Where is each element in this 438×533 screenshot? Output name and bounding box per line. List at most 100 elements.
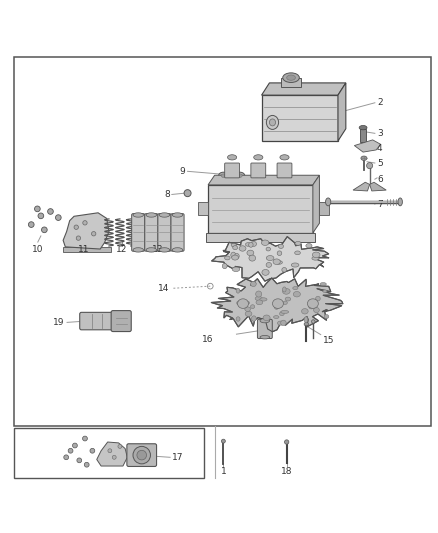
Text: 5: 5 (377, 158, 383, 167)
Ellipse shape (277, 321, 284, 325)
Ellipse shape (231, 252, 236, 258)
Ellipse shape (84, 462, 89, 467)
Ellipse shape (280, 155, 289, 160)
Ellipse shape (398, 198, 403, 206)
Ellipse shape (260, 335, 270, 339)
Polygon shape (97, 442, 127, 466)
Ellipse shape (266, 247, 271, 251)
Ellipse shape (76, 236, 81, 240)
Text: 17: 17 (172, 453, 184, 462)
Bar (63, 247, 111, 252)
Ellipse shape (92, 231, 96, 236)
Ellipse shape (245, 243, 251, 246)
FancyBboxPatch shape (261, 95, 338, 141)
Ellipse shape (64, 455, 69, 459)
FancyBboxPatch shape (258, 319, 272, 338)
Text: 7: 7 (377, 199, 383, 208)
Ellipse shape (359, 125, 367, 130)
Ellipse shape (295, 241, 301, 245)
Ellipse shape (320, 282, 326, 286)
Ellipse shape (231, 243, 236, 247)
Ellipse shape (304, 317, 308, 322)
Ellipse shape (266, 116, 279, 130)
Ellipse shape (285, 297, 291, 301)
Ellipse shape (256, 300, 263, 305)
Ellipse shape (56, 215, 61, 221)
Ellipse shape (367, 163, 373, 169)
FancyBboxPatch shape (171, 214, 184, 251)
Ellipse shape (325, 198, 331, 206)
FancyBboxPatch shape (145, 214, 158, 251)
Ellipse shape (361, 156, 367, 160)
Bar (360, 128, 366, 142)
Ellipse shape (281, 310, 289, 313)
FancyBboxPatch shape (111, 311, 131, 332)
Ellipse shape (263, 315, 270, 321)
Ellipse shape (282, 268, 287, 272)
Ellipse shape (133, 213, 144, 217)
Ellipse shape (137, 450, 147, 460)
Bar (282, 78, 300, 87)
Ellipse shape (306, 244, 312, 248)
Ellipse shape (283, 73, 299, 83)
Ellipse shape (251, 305, 254, 309)
Text: 6: 6 (377, 175, 383, 184)
Ellipse shape (311, 320, 315, 323)
Polygon shape (338, 83, 346, 141)
Ellipse shape (287, 75, 295, 80)
Ellipse shape (293, 287, 298, 289)
Ellipse shape (133, 248, 144, 252)
Ellipse shape (233, 246, 237, 249)
Ellipse shape (255, 296, 262, 301)
Ellipse shape (254, 155, 263, 160)
Ellipse shape (293, 292, 300, 297)
Polygon shape (261, 83, 346, 95)
Ellipse shape (73, 443, 78, 448)
Polygon shape (370, 182, 386, 191)
Ellipse shape (285, 440, 289, 444)
Polygon shape (313, 175, 319, 233)
Ellipse shape (274, 316, 279, 319)
Ellipse shape (245, 311, 252, 317)
Text: 11: 11 (78, 245, 89, 254)
Ellipse shape (159, 213, 170, 217)
Ellipse shape (307, 299, 318, 309)
Ellipse shape (324, 314, 329, 319)
Ellipse shape (314, 308, 319, 313)
Ellipse shape (266, 262, 272, 268)
FancyBboxPatch shape (251, 163, 266, 178)
Ellipse shape (295, 251, 300, 255)
Ellipse shape (172, 213, 183, 217)
Ellipse shape (276, 261, 283, 264)
Ellipse shape (260, 298, 267, 301)
Polygon shape (208, 175, 319, 185)
Ellipse shape (236, 317, 240, 321)
Ellipse shape (301, 309, 308, 314)
Ellipse shape (279, 312, 284, 316)
Ellipse shape (236, 288, 240, 293)
Ellipse shape (221, 439, 225, 443)
Ellipse shape (323, 290, 327, 293)
Polygon shape (353, 182, 370, 191)
Ellipse shape (275, 300, 280, 304)
Ellipse shape (133, 446, 150, 464)
FancyBboxPatch shape (208, 185, 313, 233)
Ellipse shape (38, 213, 44, 219)
Ellipse shape (260, 318, 270, 323)
Ellipse shape (244, 301, 250, 304)
Ellipse shape (304, 322, 308, 326)
Ellipse shape (247, 250, 254, 256)
Ellipse shape (232, 255, 238, 260)
Ellipse shape (108, 449, 112, 453)
Ellipse shape (251, 241, 257, 246)
Text: 3: 3 (377, 129, 383, 138)
FancyBboxPatch shape (225, 163, 240, 178)
Text: 2: 2 (377, 98, 383, 107)
Ellipse shape (35, 206, 40, 212)
Ellipse shape (77, 458, 81, 463)
Ellipse shape (227, 155, 237, 160)
FancyBboxPatch shape (277, 163, 292, 178)
Ellipse shape (118, 445, 122, 448)
Bar (206, 233, 315, 241)
Ellipse shape (277, 251, 282, 255)
